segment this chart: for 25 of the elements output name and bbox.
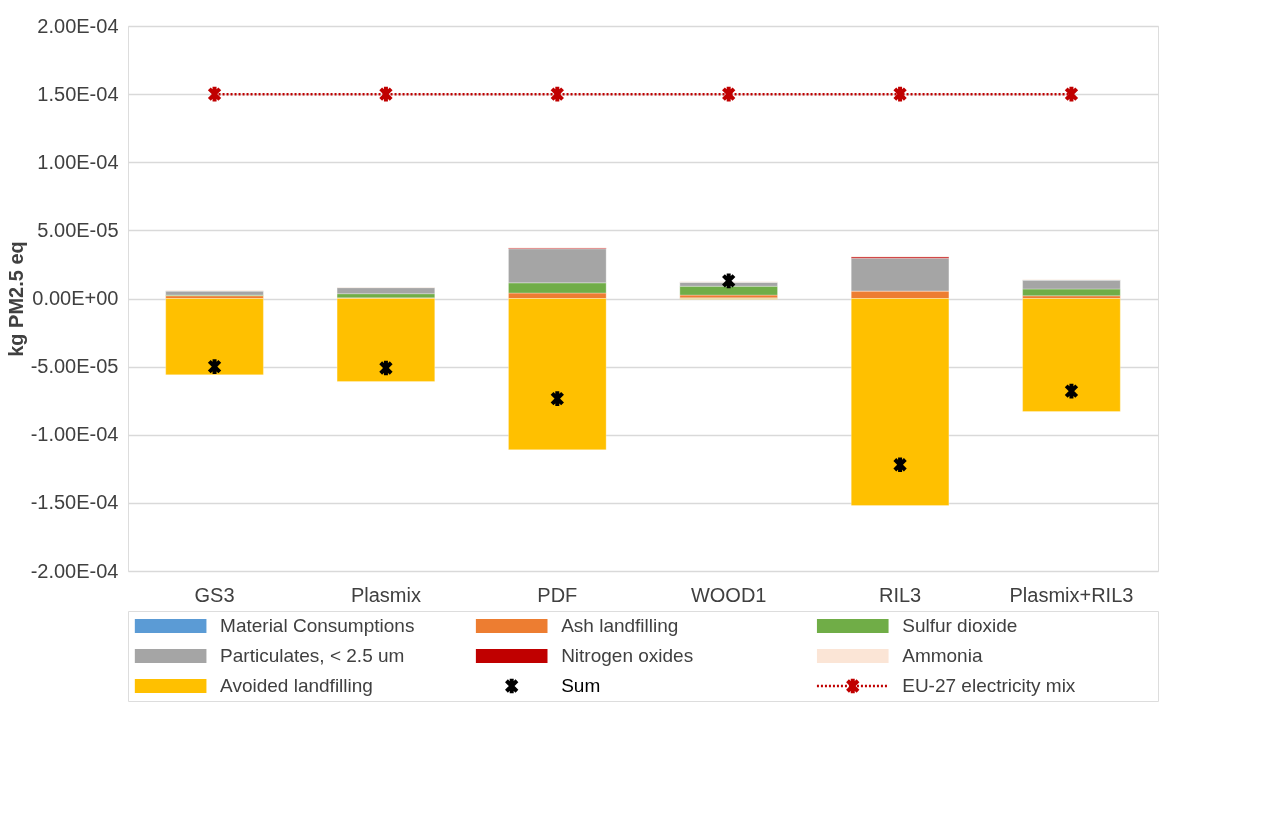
legend-label: Sulfur dioxide: [902, 615, 1018, 636]
y-tick-label: -1.50E-04: [30, 491, 119, 514]
y-tick-label: -2.00E-04: [30, 559, 119, 582]
y-tick-label: -5.00E-05: [30, 355, 119, 378]
y-tick-label: 2.00E-04: [37, 14, 119, 37]
x-tick-label: Plasmix: [350, 583, 421, 606]
y-axis-title: kg PM2.5 eq: [4, 241, 27, 357]
legend-label: Nitrogen oxides: [561, 645, 694, 666]
legend-label: Ash landfilling: [561, 615, 679, 636]
x-tick-label: RIL3: [878, 583, 922, 606]
legend-label: Material Consumptions: [220, 615, 415, 636]
y-tick-label: 5.00E-05: [37, 218, 119, 241]
x-tick-label: Plasmix+RIL3: [1009, 583, 1134, 606]
legend-label: EU-27 electricity mix: [902, 675, 1076, 696]
y-tick-label: -1.00E-04: [30, 423, 119, 446]
legend-label: Avoided landfilling: [220, 675, 373, 696]
legend-label: Particulates, < 2.5 um: [220, 645, 405, 666]
x-tick-label: GS3: [194, 583, 235, 606]
legend-label: Ammonia: [902, 645, 983, 666]
x-tick-label: WOOD1: [690, 583, 767, 606]
legend-label: Sum: [561, 675, 601, 696]
y-tick-label: 0.00E+00: [32, 287, 119, 309]
y-tick-label: 1.00E-04: [37, 150, 119, 173]
x-tick-label: PDF: [537, 583, 578, 606]
y-tick-label: 1.50E-04: [37, 82, 119, 105]
